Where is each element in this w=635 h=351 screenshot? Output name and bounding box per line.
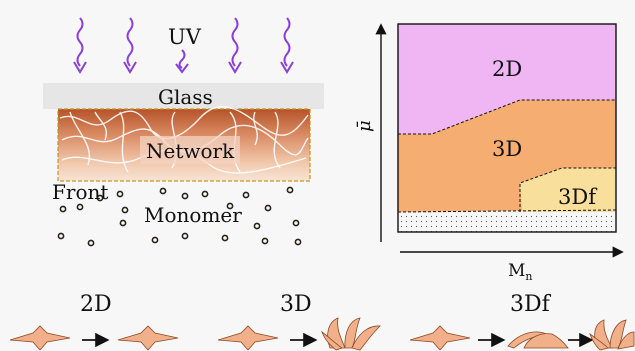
row-label-3df: 3Df (510, 292, 552, 317)
network-label-backdrop (140, 136, 240, 164)
region-label-3d: 3D (492, 137, 522, 161)
domed-star-shape (507, 331, 569, 349)
row-label-3d: 3D (280, 292, 312, 317)
flat-star-shape (117, 325, 179, 351)
uv-label: UV (168, 25, 202, 49)
curled-star-shape (589, 319, 635, 351)
monomer-dots (57, 186, 302, 247)
uv-arrow-4 (231, 17, 239, 67)
boundary-3d-3df (519, 167, 616, 212)
uv-arrows (73, 17, 294, 74)
monomer-label: Monomer (144, 203, 242, 227)
plot-frame (397, 23, 617, 233)
flat-star-shape (217, 325, 279, 351)
uv-arrow-3 (178, 49, 186, 69)
uv-arrow-5 (283, 17, 291, 67)
boundary-lower (397, 209, 617, 213)
glass-label: Glass (158, 85, 213, 109)
region-label-2d: 2D (492, 57, 522, 81)
shape-row-3df (409, 319, 635, 351)
flat-star-shape (9, 325, 71, 351)
row-label-2d: 2D (80, 292, 112, 317)
phase-diagram: 2D 3D 3Df μ̄ Mn (354, 23, 624, 283)
x-axis-label: Mn (508, 261, 533, 283)
flat-star-shape (409, 325, 471, 351)
curled-star-shape (321, 317, 381, 351)
region-label-3df: 3Df (558, 185, 598, 209)
network-label: Network (146, 139, 235, 163)
shape-row-2d (9, 325, 179, 351)
region-dotted (398, 212, 616, 232)
uv-arrow-1 (76, 17, 84, 67)
region-3df (520, 168, 616, 212)
glass-slab (43, 83, 324, 109)
front-label: Front (52, 180, 108, 204)
shape-row-3d (217, 317, 381, 351)
y-axis-label: μ̄ (354, 120, 375, 132)
uv-arrow-2 (126, 17, 134, 67)
boundary-2d-3d (398, 99, 616, 135)
